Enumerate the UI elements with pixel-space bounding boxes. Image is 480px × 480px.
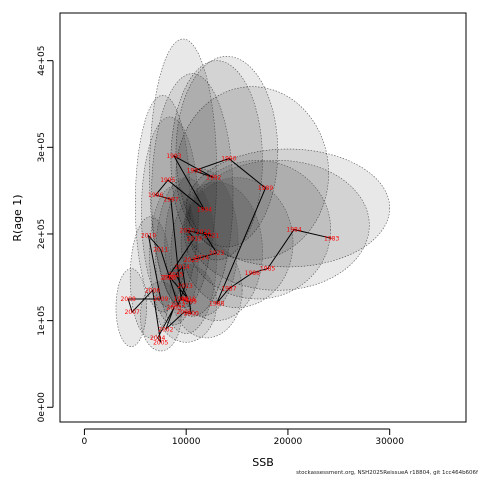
confidence-ellipse xyxy=(175,86,329,261)
year-label: 2002 xyxy=(158,326,173,333)
confidence-ellipse xyxy=(185,148,390,268)
confidence-ellipse xyxy=(129,216,172,339)
year-label: 2022 xyxy=(196,229,211,236)
confidence-ellipse xyxy=(180,177,294,308)
year-label: 1994 xyxy=(197,207,212,214)
year-label: 2018 xyxy=(160,274,175,281)
year-label: 2020 xyxy=(180,227,195,234)
year-label: 2024 xyxy=(194,254,209,261)
year-label: 1992 xyxy=(206,175,221,182)
year-label: 1998 xyxy=(173,296,188,303)
confidence-ellipse xyxy=(175,56,279,248)
year-label: 2023 xyxy=(209,250,224,257)
uncertainty-ellipses xyxy=(115,38,390,352)
year-label: 2010 xyxy=(141,233,156,240)
x-tick-label: 20000 xyxy=(274,437,303,447)
year-label: 2021 xyxy=(204,233,219,240)
confidence-ellipse xyxy=(170,242,243,339)
confidence-ellipse xyxy=(149,186,199,326)
y-tick-label: 3e+05 xyxy=(37,132,47,162)
year-label: 2015 xyxy=(168,272,183,279)
year-label: 2001 xyxy=(176,309,191,316)
confidence-ellipse xyxy=(164,168,239,317)
year-label: 2004 xyxy=(150,335,165,342)
year-label: 1987 xyxy=(221,286,236,293)
confidence-ellipse xyxy=(183,160,331,300)
footer-credit: stockassessment.org, NSH2025ReissueA r18… xyxy=(296,470,478,476)
year-label: 1983 xyxy=(324,235,339,242)
year-label: 2016 xyxy=(181,296,196,303)
year-label: 1985 xyxy=(260,266,275,273)
year-label: 2000 xyxy=(184,311,199,318)
y-axis: 0e+00 1e+05 2e+05 3e+05 4e+05 xyxy=(37,46,54,423)
x-axis: 0 10000 20000 30000 xyxy=(82,428,404,447)
year-label: 2005 xyxy=(153,339,168,346)
y-tick-label: 4e+05 xyxy=(37,46,47,76)
year-label: 2003 xyxy=(166,305,181,312)
y-tick-label: 2e+05 xyxy=(37,219,47,249)
year-label: 2017 xyxy=(162,274,177,281)
year-label: 2014 xyxy=(174,264,189,271)
year-label: 1996 xyxy=(148,192,163,199)
year-label: 1999 xyxy=(182,299,197,306)
year-label: 1989 xyxy=(258,185,273,192)
y-axis-label: R(age 1) xyxy=(11,194,24,241)
year-label: 2011 xyxy=(153,247,168,254)
year-label: 1997 xyxy=(163,196,178,203)
year-label: 2012 xyxy=(170,302,185,309)
year-label: 2007 xyxy=(125,309,140,316)
y-tick-label: 1e+05 xyxy=(37,305,47,335)
year-label: 2008 xyxy=(121,296,136,303)
year-label: 1988 xyxy=(209,300,224,307)
year-label: 2019 xyxy=(187,235,202,242)
year-label: 1991 xyxy=(187,168,202,175)
confidence-ellipse xyxy=(185,160,370,291)
year-label: 1984 xyxy=(286,227,301,234)
x-tick-label: 0 xyxy=(82,437,88,447)
year-label: 1990 xyxy=(221,156,236,163)
plot-frame xyxy=(59,12,467,423)
trajectory-line xyxy=(127,154,332,343)
year-label: 2006 xyxy=(145,287,160,294)
year-label: 1993 xyxy=(166,153,181,160)
x-tick-label: 10000 xyxy=(172,437,201,447)
year-label: 1995 xyxy=(160,177,175,184)
confidence-ellipse xyxy=(151,73,234,317)
x-tick-label: 30000 xyxy=(375,437,404,447)
confidence-ellipse xyxy=(149,38,218,308)
trajectory-path xyxy=(127,154,332,343)
year-label: 2009 xyxy=(153,296,168,303)
year-label: 2013 xyxy=(178,283,193,290)
y-tick-label: 0e+00 xyxy=(37,392,47,423)
x-axis-label: SSB xyxy=(252,456,274,469)
year-label: 1986 xyxy=(245,270,260,277)
year-label: 2025 xyxy=(184,257,199,264)
